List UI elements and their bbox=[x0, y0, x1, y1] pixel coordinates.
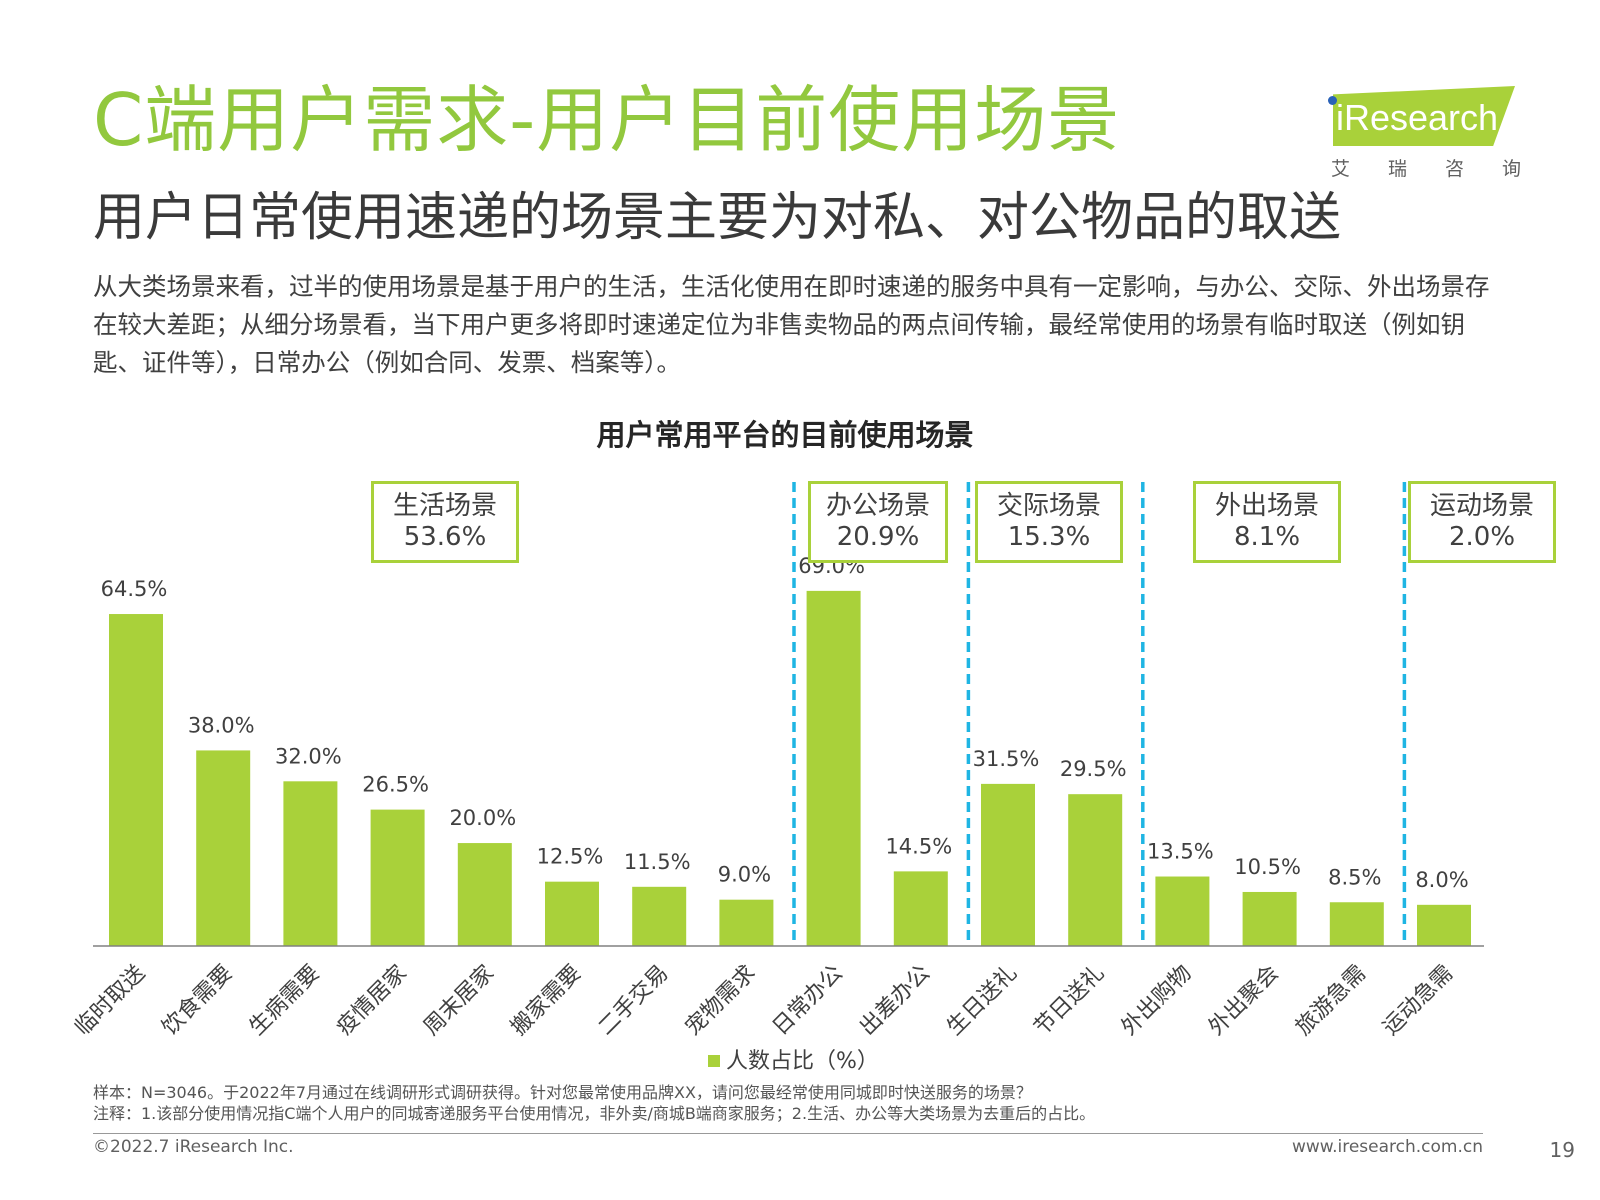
x-tick-label: 节日送礼 bbox=[1030, 961, 1110, 1041]
x-tick-label: 日常办公 bbox=[768, 961, 848, 1041]
group-name: 生活场景 bbox=[392, 491, 497, 521]
bar bbox=[719, 899, 774, 946]
bar bbox=[370, 809, 425, 946]
group-share: 15.3% bbox=[1007, 522, 1091, 552]
x-tick-label: 搬家需要 bbox=[506, 961, 586, 1041]
bar bbox=[1329, 902, 1384, 946]
bar-value-label: 20.0% bbox=[449, 806, 516, 830]
bar bbox=[545, 881, 599, 946]
logo-char: 询 bbox=[1501, 158, 1521, 180]
bar-value-label: 12.5% bbox=[537, 845, 604, 869]
x-tick-label: 生病需要 bbox=[245, 961, 325, 1041]
x-tick-label: 周末居家 bbox=[419, 961, 499, 1041]
bar-value-label: 26.5% bbox=[362, 773, 429, 797]
logo-text: iResearch bbox=[1336, 97, 1499, 138]
bar-value-label: 32.0% bbox=[275, 744, 342, 768]
x-tick-label: 二手交易 bbox=[594, 961, 674, 1041]
group-summary-box: 办公场景 20.9% bbox=[808, 481, 948, 563]
x-tick-label: 疫情居家 bbox=[332, 961, 412, 1041]
x-tick-label: 外出购物 bbox=[1117, 961, 1197, 1041]
bar bbox=[632, 886, 687, 946]
group-share: 2.0% bbox=[1448, 522, 1516, 552]
logo-char: 咨 bbox=[1444, 158, 1464, 180]
bar-value-label: 14.5% bbox=[885, 834, 952, 858]
iresearch-logo: iResearch 艾 瑞 咨 询 bbox=[1325, 84, 1525, 184]
chart-title: 用户常用平台的目前使用场景 bbox=[596, 418, 974, 452]
legend-label: 人数占比（%） bbox=[726, 1049, 879, 1074]
notes: 样本：N=3046。于2022年7月通过在线调研形式调研获得。针对您最常使用品牌… bbox=[93, 1082, 1095, 1124]
bar bbox=[109, 614, 163, 946]
bar bbox=[893, 871, 948, 946]
bar bbox=[1417, 904, 1471, 946]
sample-note: 样本：N=3046。于2022年7月通过在线调研形式调研获得。针对您最常使用品牌… bbox=[93, 1083, 1032, 1102]
legend-swatch bbox=[708, 1055, 720, 1067]
x-tick-label: 饮食需要 bbox=[158, 961, 238, 1041]
bar-chart: 64.5% 临时取送 38.0% 饮食需要 32.0% 生病需要 26.5% 疫情居家 20.0… bbox=[70, 482, 1484, 1074]
bar bbox=[806, 590, 861, 946]
group-summary-box: 生活场景 53.6% bbox=[371, 481, 519, 563]
bar-value-label: 29.5% bbox=[1060, 757, 1127, 781]
bar-value-label: 13.5% bbox=[1147, 840, 1214, 864]
footer-divider bbox=[93, 1133, 1483, 1134]
page-title: C端用户需求-用户目前使用场景 bbox=[93, 78, 1121, 162]
bar-value-label: 38.0% bbox=[188, 713, 255, 737]
bar bbox=[457, 843, 512, 946]
group-summary-box: 外出场景 8.1% bbox=[1193, 481, 1341, 563]
summary-text: 从大类场景来看，过半的使用场景是基于用户的生活，生活化使用在即时速递的服务中具有… bbox=[93, 272, 1490, 377]
bar-value-label: 9.0% bbox=[718, 863, 771, 887]
bar bbox=[1068, 794, 1123, 946]
group-name: 办公场景 bbox=[825, 491, 930, 521]
bar bbox=[1155, 876, 1210, 946]
x-tick-label: 旅游急需 bbox=[1291, 961, 1371, 1041]
bar bbox=[1242, 891, 1297, 946]
logo-dot bbox=[1328, 96, 1337, 105]
group-summary-box: 运动场景 2.0% bbox=[1408, 481, 1556, 563]
logo-char: 瑞 bbox=[1387, 158, 1407, 180]
logo-char: 艾 bbox=[1331, 158, 1351, 180]
group-share: 53.6% bbox=[403, 522, 487, 552]
x-tick-label: 外出聚会 bbox=[1204, 961, 1284, 1041]
bar-value-label: 10.5% bbox=[1234, 855, 1301, 879]
x-tick-label: 生日送礼 bbox=[942, 961, 1022, 1041]
x-tick-label: 宠物需求 bbox=[681, 961, 761, 1041]
group-summary-box: 交际场景 15.3% bbox=[975, 481, 1123, 563]
group-share: 8.1% bbox=[1233, 522, 1301, 552]
bar-value-label: 8.5% bbox=[1328, 865, 1381, 889]
bar-value-label: 64.5% bbox=[101, 577, 168, 601]
logo-banner: iResearch bbox=[1333, 86, 1515, 146]
x-tick-label: 运动急需 bbox=[1378, 961, 1458, 1041]
bar-value-label: 8.0% bbox=[1415, 868, 1468, 892]
x-tick-label: 临时取送 bbox=[70, 961, 150, 1041]
group-name: 交际场景 bbox=[996, 491, 1101, 521]
remark-note: 注释：1.该部分使用情况指C端个人用户的同城寄递服务平台使用情况，非外卖/商城B… bbox=[93, 1104, 1096, 1123]
bar bbox=[981, 783, 1035, 946]
bar-value-label: 31.5% bbox=[973, 747, 1040, 771]
logo-chinese-name: 艾 瑞 咨 询 bbox=[1331, 154, 1521, 181]
copyright: ©2022.7 iResearch Inc. bbox=[93, 1137, 294, 1157]
group-share: 20.9% bbox=[836, 522, 920, 552]
group-name: 外出场景 bbox=[1214, 491, 1319, 521]
x-tick-label: 出差办公 bbox=[855, 961, 935, 1041]
bar bbox=[196, 750, 251, 946]
page-subtitle: 用户日常使用速递的场景主要为对私、对公物品的取送 bbox=[93, 188, 1342, 248]
page-number: 19 bbox=[1549, 1138, 1575, 1162]
website: www.iresearch.com.cn bbox=[1291, 1137, 1483, 1157]
bar-value-label: 11.5% bbox=[624, 850, 691, 874]
bar bbox=[283, 781, 338, 946]
group-name: 运动场景 bbox=[1429, 491, 1534, 521]
